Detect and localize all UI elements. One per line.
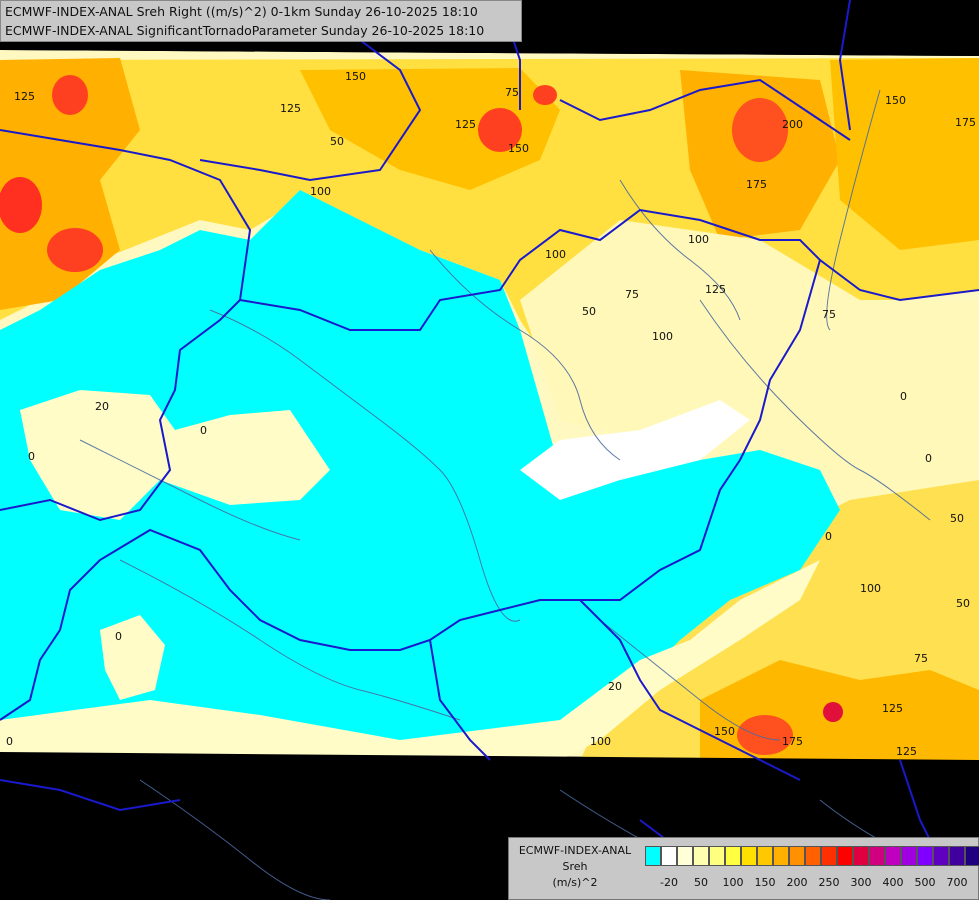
contour-label: 175 [782, 735, 803, 748]
legend-swatch [725, 846, 741, 866]
orange-area-4 [830, 58, 979, 250]
legend-tick-label: 250 [818, 876, 840, 889]
legend-swatch [837, 846, 853, 866]
legend-tick-label: 400 [882, 876, 904, 889]
legend-swatch [965, 846, 979, 866]
legend-swatch [645, 846, 661, 866]
red-cell-8 [823, 702, 843, 722]
legend-tick-label: 50 [694, 876, 708, 889]
legend-swatch [949, 846, 965, 866]
legend-swatch [757, 846, 773, 866]
contour-label: 125 [896, 745, 917, 758]
contour-label: 50 [330, 135, 344, 148]
legend-tick-label: 300 [850, 876, 872, 889]
contour-label: 20 [95, 400, 109, 413]
legend-tick-label: -20 [660, 876, 678, 889]
white-strip-east [520, 400, 750, 500]
red-cell-1 [47, 228, 103, 272]
contour-label: 125 [280, 102, 301, 115]
contour-label: 125 [455, 118, 476, 131]
legend-swatches [645, 846, 979, 866]
contour-label: 100 [652, 330, 673, 343]
legend-swatch [869, 846, 885, 866]
legend-swatch [741, 846, 757, 866]
contour-label: 150 [714, 725, 735, 738]
contour-label: 75 [914, 652, 928, 665]
red-cell-6 [533, 85, 557, 105]
red-cell-7 [737, 715, 793, 755]
legend-tick-label: 700 [946, 876, 968, 889]
legend-unit: (m/s)^2 [552, 876, 598, 889]
contour-label: 150 [345, 70, 366, 83]
contour-label: 0 [900, 390, 907, 403]
legend-swatch [917, 846, 933, 866]
contour-label: 75 [505, 86, 519, 99]
color-legend: ECMWF-INDEX-ANAL Sreh (m/s)^2 -20 50 100 15… [508, 837, 979, 900]
legend-tick-label: 150 [754, 876, 776, 889]
legend-swatch [885, 846, 901, 866]
header-line-1: ECMWF-INDEX-ANAL Sreh Right ((m/s)^2) 0-… [5, 4, 478, 19]
contour-label: 125 [882, 702, 903, 715]
contour-label: 175 [955, 116, 976, 129]
legend-swatch [789, 846, 805, 866]
legend-tick-label: 100 [722, 876, 744, 889]
contour-label: 50 [956, 597, 970, 610]
pale-east [520, 220, 979, 520]
legend-swatch [709, 846, 725, 866]
contour-label: 0 [115, 630, 122, 643]
contour-labels: 125 150 75 50 125 125 150 100 200 175 15… [6, 70, 976, 758]
legend-model: ECMWF-INDEX-ANAL [518, 844, 632, 857]
red-cell-2 [0, 177, 42, 233]
legend-swatch [821, 846, 837, 866]
legend-swatch [693, 846, 709, 866]
contour-label: 100 [688, 233, 709, 246]
contour-label: 20 [608, 680, 622, 693]
legend-swatch [773, 846, 789, 866]
pale-south-strip [0, 560, 820, 760]
legend-swatch [901, 846, 917, 866]
legend-swatch [933, 846, 949, 866]
red-cell-3 [52, 75, 88, 115]
orange-area-2 [300, 68, 560, 190]
contour-label: 100 [545, 248, 566, 261]
legend-variable: Sreh [562, 860, 588, 873]
contour-label: 0 [825, 530, 832, 543]
legend-swatch [805, 846, 821, 866]
map-header: ECMWF-INDEX-ANAL Sreh Right ((m/s)^2) 0-… [0, 0, 522, 42]
contour-label: 150 [508, 142, 529, 155]
contour-label: 175 [746, 178, 767, 191]
contour-label: 0 [200, 424, 207, 437]
contour-label: 75 [822, 308, 836, 321]
rivers [79, 89, 941, 900]
legend-swatch [677, 846, 693, 866]
contour-label: 50 [582, 305, 596, 318]
contour-label: 150 [885, 94, 906, 107]
legend-swatch [853, 846, 869, 866]
red-cell-5 [732, 98, 788, 162]
legend-swatch [661, 846, 677, 866]
legend-title: ECMWF-INDEX-ANAL Sreh (m/s)^2 [511, 843, 639, 891]
contour-label: 100 [590, 735, 611, 748]
contour-label: 125 [705, 283, 726, 296]
contour-label: 0 [28, 450, 35, 463]
contour-label: 100 [310, 185, 331, 198]
legend-ticks: -20 50 100 150 200 250 300 400 500 700 [645, 876, 975, 890]
pale-island-2 [100, 615, 165, 700]
contour-label: 50 [950, 512, 964, 525]
header-line-2: ECMWF-INDEX-ANAL SignificantTornadoParam… [5, 23, 485, 38]
pale-island-1 [20, 390, 330, 520]
contour-label: 200 [782, 118, 803, 131]
legend-tick-label: 500 [914, 876, 936, 889]
red-cell-4 [478, 108, 522, 152]
legend-tick-label: 200 [786, 876, 808, 889]
orange-area-1 [0, 58, 140, 310]
contour-label: 75 [625, 288, 639, 301]
contour-label: 0 [6, 735, 13, 748]
contour-label: 100 [860, 582, 881, 595]
contour-label: 125 [14, 90, 35, 103]
contour-label: 0 [925, 452, 932, 465]
